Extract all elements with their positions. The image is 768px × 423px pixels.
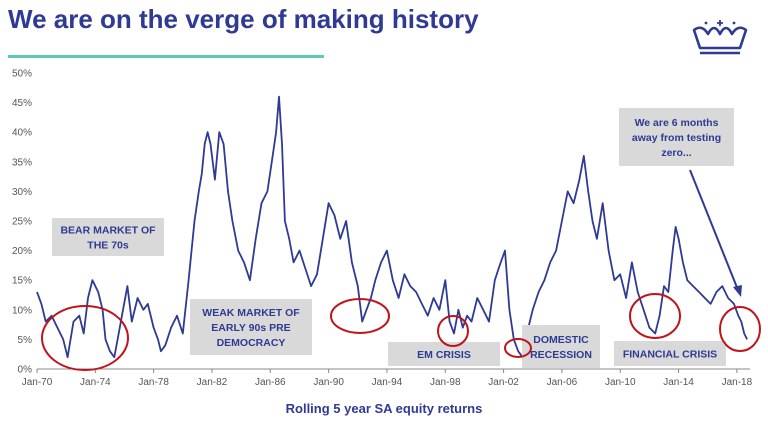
annotation-text: RECESSION — [530, 349, 592, 361]
highlight-circle-financial — [629, 293, 681, 339]
x-tick-label: Jan-18 — [722, 377, 753, 388]
x-tick-label: Jan-78 — [138, 377, 169, 388]
x-tick-label: Jan-86 — [255, 377, 286, 388]
annotation-box: WEAK MARKET OF EARLY 90s PRE DEMOCRACY — [190, 299, 312, 355]
x-tick-label: Jan-14 — [663, 377, 694, 388]
annotation-text: THE 70s — [87, 240, 129, 252]
annotation-text: FINANCIAL CRISIS — [623, 349, 717, 361]
annotation-box: DOMESTIC RECESSION — [522, 325, 600, 368]
highlight-circle-em-crisis — [437, 315, 469, 347]
annotation-box-bg — [388, 342, 500, 366]
x-tick-label: Jan-90 — [313, 377, 344, 388]
highlight-circle-recession — [504, 338, 532, 358]
y-tick-label: 10% — [12, 305, 32, 316]
annotation-text: WEAK MARKET OF — [202, 307, 300, 319]
title-underline — [8, 55, 324, 58]
annotation-text: DEMOCRACY — [217, 337, 286, 349]
y-tick-label: 0% — [18, 365, 33, 376]
crown-icon — [692, 20, 748, 55]
y-tick-label: 5% — [18, 335, 33, 346]
chart-caption: Rolling 5 year SA equity returns — [285, 401, 483, 416]
y-tick-label: 50% — [12, 69, 32, 80]
annotation-text: DOMESTIC — [533, 334, 589, 346]
series-line — [36, 95, 748, 359]
arrow-head — [733, 285, 742, 297]
x-tick-label: Jan-94 — [372, 377, 403, 388]
annotation-box-bg — [52, 218, 164, 256]
x-tick-label: Jan-06 — [547, 377, 578, 388]
x-tick-label: Jan-02 — [488, 377, 519, 388]
page-title: We are on the verge of making history — [8, 4, 479, 34]
annotation-text: away from testing — [632, 132, 721, 144]
x-tick-label: Jan-82 — [197, 377, 228, 388]
y-tick-label: 15% — [12, 276, 32, 287]
annotation-text: We are 6 months — [635, 117, 719, 129]
y-tick-label: 35% — [12, 157, 32, 168]
annotation-box: BEAR MARKET OF THE 70s — [52, 218, 164, 256]
annotation-box: EM CRISIS — [388, 342, 500, 366]
annotation-text: BEAR MARKET OF — [60, 225, 156, 237]
annotation-text: EARLY 90s PRE — [211, 322, 290, 334]
y-tick-label: 45% — [12, 98, 32, 109]
x-tick-label: Jan-98 — [430, 377, 461, 388]
y-tick-label: 40% — [12, 128, 32, 139]
y-tick-label: 20% — [12, 246, 32, 257]
annotation-box: We are 6 months away from testing zero... — [619, 108, 734, 166]
x-tick-label: Jan-10 — [605, 377, 636, 388]
y-tick-label: 25% — [12, 217, 32, 228]
annotation-box: FINANCIAL CRISIS — [614, 341, 726, 366]
annotation-box-bg — [619, 108, 734, 166]
annotation-text: EM CRISIS — [417, 349, 471, 361]
annotation-text: zero... — [661, 147, 691, 159]
x-tick-label: Jan-74 — [80, 377, 111, 388]
x-tick-label: Jan-70 — [22, 377, 53, 388]
annotation-box-bg — [522, 325, 600, 368]
y-tick-label: 30% — [12, 187, 32, 198]
highlight-circle-90s — [330, 298, 390, 334]
annotation-arrow — [689, 169, 739, 291]
highlight-circle-70s — [41, 305, 129, 371]
annotation-box-bg — [614, 341, 726, 366]
highlight-circle-now — [719, 306, 761, 352]
annotation-box-bg — [190, 299, 312, 355]
